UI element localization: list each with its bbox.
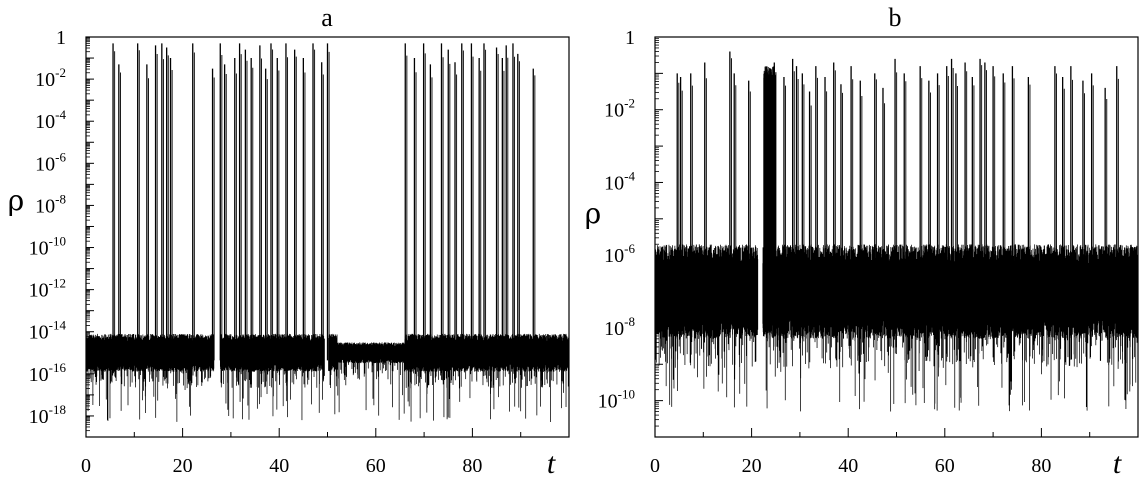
y-tick-label: 10-10 <box>29 234 66 260</box>
y-tick-label: 10-8 <box>35 191 66 217</box>
y-tick-label-base: 10 <box>29 280 49 302</box>
x-tick-label: 0 <box>81 455 91 477</box>
y-tick-label-base: 10 <box>35 153 55 175</box>
y-tick-label-exponent: -18 <box>49 402 66 417</box>
y-tick-label: 10-2 <box>604 96 635 122</box>
y-tick-label: 1 <box>56 27 66 49</box>
y-tick-label-base: 10 <box>598 391 618 413</box>
y-tick-label: 10-10 <box>598 387 635 413</box>
y-tick-label-exponent: -14 <box>49 318 67 333</box>
x-tick-label: 40 <box>269 455 289 477</box>
y-tick-label-base: 10 <box>35 111 55 133</box>
y-tick-label-base: 10 <box>604 173 624 195</box>
y-tick-label-exponent: -12 <box>49 276 66 291</box>
y-tick-label-exponent: -4 <box>624 169 635 184</box>
chart-panel-a: a ρ t 10-1810-1610-1410-1210-1010-810-61… <box>8 3 570 480</box>
y-tick-label-base: 1 <box>56 27 66 49</box>
x-tick-label: 60 <box>935 455 955 477</box>
y-tick-label: 10-12 <box>29 276 66 302</box>
y-tick-label: 10-6 <box>604 241 635 267</box>
y-tick-label-exponent: -16 <box>49 360 67 375</box>
y-tick-label: 10-8 <box>604 314 635 340</box>
y-tick-label-base: 10 <box>29 322 49 344</box>
chart-title-b: b <box>889 3 902 32</box>
y-tick-label-base: 10 <box>604 100 624 122</box>
x-axis-label-b: t <box>1113 447 1122 480</box>
y-tick-label-exponent: -6 <box>624 241 635 256</box>
y-tick-label-base: 10 <box>604 245 624 267</box>
x-tick-label: 20 <box>173 455 193 477</box>
y-tick-label-base: 10 <box>35 195 55 217</box>
chart-title-a: a <box>321 3 333 32</box>
y-tick-label: 10-2 <box>35 65 66 91</box>
y-tick-label-exponent: -2 <box>624 96 635 111</box>
y-tick-label: 10-4 <box>35 107 66 133</box>
y-tick-label-base: 10 <box>29 364 49 386</box>
y-tick-label-base: 10 <box>29 406 49 428</box>
x-tick-label: 60 <box>366 455 386 477</box>
x-tick-label: 20 <box>742 455 762 477</box>
x-tick-label: 0 <box>650 455 660 477</box>
x-tick-label: 40 <box>838 455 858 477</box>
y-tick-label-base: 1 <box>625 27 635 49</box>
y-tick-label: 10-6 <box>35 149 66 175</box>
y-tick-label-exponent: -4 <box>55 107 66 122</box>
y-axis-label-a: ρ <box>8 184 24 217</box>
y-tick-label-exponent: -6 <box>55 149 66 164</box>
y-tick-label-exponent: -8 <box>55 191 66 206</box>
y-axis-label-b: ρ <box>585 197 601 230</box>
y-tick-label-exponent: -2 <box>55 65 66 80</box>
y-tick-label-exponent: -10 <box>618 387 635 402</box>
y-tick-label-exponent: -8 <box>624 314 635 329</box>
y-tick-label: 10-14 <box>29 318 67 344</box>
y-tick-label-base: 10 <box>35 69 55 91</box>
y-tick-label: 10-18 <box>29 402 66 428</box>
y-tick-label: 10-4 <box>604 169 635 195</box>
y-tick-label-base: 10 <box>604 318 624 340</box>
x-tick-label: 80 <box>1031 455 1051 477</box>
x-tick-label: 80 <box>462 455 482 477</box>
y-tick-label-base: 10 <box>29 238 49 260</box>
y-tick-label: 1 <box>625 27 635 49</box>
y-tick-label-exponent: -10 <box>49 234 66 249</box>
y-tick-label: 10-16 <box>29 360 67 386</box>
x-axis-label-a: t <box>547 447 556 480</box>
